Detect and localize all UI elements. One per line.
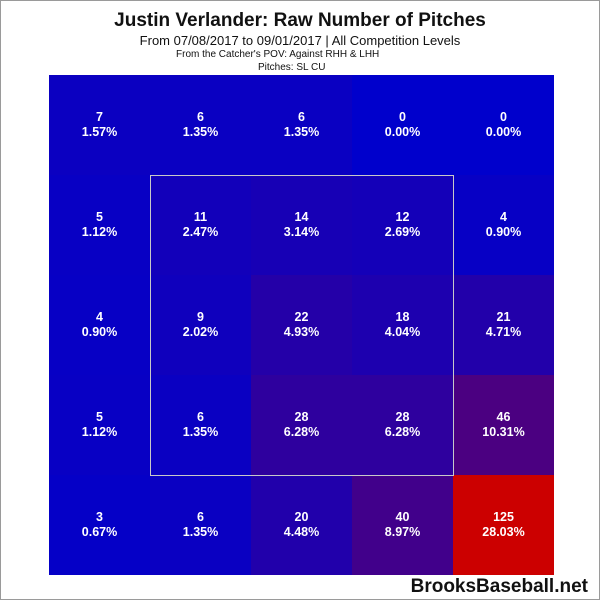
cell-count-label: 3 (96, 510, 103, 524)
cell-percent-label: 0.90% (82, 325, 117, 339)
cell-percent-label: 4.71% (486, 325, 521, 339)
cell-count-label: 6 (197, 410, 204, 424)
cell-count-label: 9 (197, 310, 204, 324)
heatmap-cell (352, 375, 453, 475)
cell-percent-label: 4.93% (284, 325, 319, 339)
heatmap-cell (251, 375, 352, 475)
heatmap-cell (49, 375, 150, 475)
heatmap-cell (49, 275, 150, 375)
cell-count-label: 5 (96, 410, 103, 424)
heatmap-cell (352, 175, 453, 275)
cell-count-label: 6 (197, 510, 204, 524)
heatmap-cell (352, 75, 453, 175)
heatmap-cell (49, 75, 150, 175)
chart-subtitle: From 07/08/2017 to 09/01/2017 | All Comp… (139, 33, 461, 48)
pov-line: From the Catcher's POV: Against RHH & LH… (176, 49, 380, 60)
cell-count-label: 14 (295, 210, 309, 224)
cell-percent-label: 6.28% (385, 425, 420, 439)
heatmap-cell (251, 175, 352, 275)
cell-count-label: 46 (497, 410, 511, 424)
cell-count-label: 0 (500, 110, 507, 124)
cell-percent-label: 1.35% (183, 525, 218, 539)
heatmap-cell (453, 475, 554, 575)
heatmap-cell (453, 275, 554, 375)
cell-count-label: 6 (197, 110, 204, 124)
cell-count-label: 7 (96, 110, 103, 124)
cell-percent-label: 4.48% (284, 525, 319, 539)
cell-count-label: 11 (194, 210, 207, 224)
cell-count-label: 18 (396, 310, 410, 324)
cell-count-label: 12 (396, 210, 410, 224)
cell-percent-label: 1.35% (183, 425, 218, 439)
cell-count-label: 28 (396, 410, 410, 424)
cell-count-label: 5 (96, 210, 103, 224)
heatmap-cell (150, 375, 251, 475)
heatmap-cell (352, 475, 453, 575)
cell-percent-label: 1.12% (82, 225, 117, 239)
cell-percent-label: 2.02% (183, 325, 218, 339)
cell-count-label: 28 (295, 410, 309, 424)
cell-percent-label: 6.28% (284, 425, 319, 439)
cell-percent-label: 0.00% (385, 125, 420, 139)
cell-percent-label: 0.90% (486, 225, 521, 239)
brand-watermark: BrooksBaseball.net (410, 576, 588, 597)
cell-percent-label: 8.97% (385, 525, 420, 539)
cell-percent-label: 2.69% (385, 225, 420, 239)
cell-percent-label: 1.35% (284, 125, 319, 139)
heatmap-cell (49, 175, 150, 275)
cell-count-label: 20 (295, 510, 309, 524)
cell-count-label: 6 (298, 110, 305, 124)
heatmap-cell (453, 375, 554, 475)
cell-count-label: 22 (295, 310, 309, 324)
heatmap-cell (453, 75, 554, 175)
cell-count-label: 0 (399, 110, 406, 124)
cell-count-label: 21 (497, 310, 511, 324)
cell-percent-label: 4.04% (385, 325, 420, 339)
cell-percent-label: 3.14% (284, 225, 319, 239)
heatmap-cell (251, 75, 352, 175)
cell-percent-label: 1.35% (183, 125, 218, 139)
cell-percent-label: 1.57% (82, 125, 117, 139)
cell-percent-label: 10.31% (482, 425, 524, 439)
cell-percent-label: 0.00% (486, 125, 521, 139)
heatmap-cell (251, 475, 352, 575)
heatmap-cell (352, 275, 453, 375)
cell-count-label: 4 (96, 310, 103, 324)
cell-count-label: 4 (500, 210, 507, 224)
cell-percent-label: 28.03% (482, 525, 524, 539)
heatmap-cell (251, 275, 352, 375)
pitches-line: Pitches: SL CU (258, 62, 326, 73)
heatmap-cell (49, 475, 150, 575)
cell-percent-label: 1.12% (82, 425, 117, 439)
cell-percent-label: 2.47% (183, 225, 218, 239)
heatmap-cell (150, 75, 251, 175)
cell-count-label: 40 (396, 510, 410, 524)
heatmap-cell (150, 275, 251, 375)
cell-percent-label: 0.67% (82, 525, 117, 539)
heatmap-cell (150, 175, 251, 275)
chart-title: Justin Verlander: Raw Number of Pitches (114, 10, 486, 31)
heatmap-cell (453, 175, 554, 275)
strike-zone-outline (150, 175, 454, 476)
cell-count-label: 125 (493, 510, 514, 524)
heatmap-cell (150, 475, 251, 575)
